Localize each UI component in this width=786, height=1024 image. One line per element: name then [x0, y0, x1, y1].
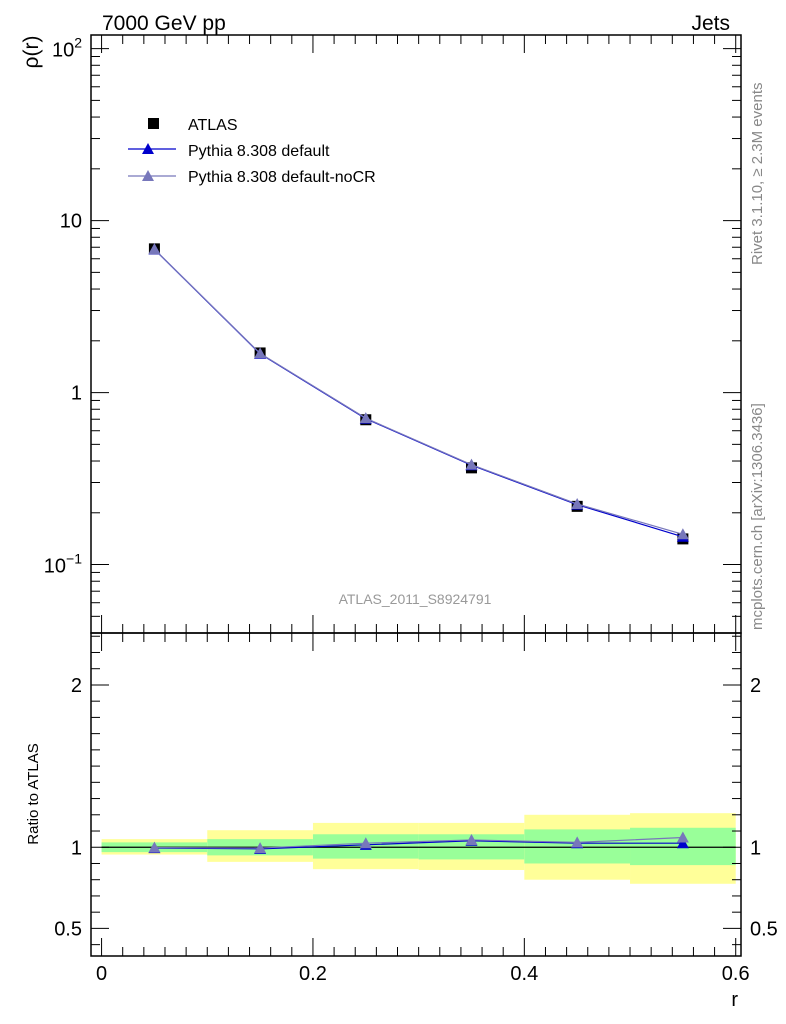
legend-label-atlas: ATLAS	[188, 117, 238, 134]
ratio-series-marker	[571, 836, 584, 848]
main-y-tick-label: 1	[71, 383, 82, 405]
analysis-label: ATLAS_2011_S8924791	[339, 591, 492, 607]
ratio-axis-ticks	[91, 633, 741, 956]
main-series-marker	[571, 497, 584, 509]
x-tick-label: 0.4	[510, 963, 538, 985]
ratio-y-tick-label-right: 2	[750, 675, 761, 697]
main-series-line	[153, 248, 684, 538]
legend-marker-pythia-nocr	[142, 170, 154, 181]
ratio-series-marker	[148, 841, 161, 853]
main-panel: 102 10 1 10−1 ρ(r) ATLAS_2011_S8924791 ATLA…	[20, 34, 742, 634]
legend-marker-pythia-default	[142, 143, 154, 154]
ratio-series-line	[154, 836, 683, 849]
ratio-panel: 0.5 0.5 1 1 2 2 0 0.2 0.4 0.6 Ratio to ATLAS r	[25, 632, 778, 1011]
ratio-y-tick-label: 0.5	[54, 918, 82, 940]
ratio-series-marker	[676, 831, 689, 843]
main-series	[148, 243, 689, 545]
main-series-marker	[676, 528, 689, 540]
ratio-series	[148, 831, 689, 854]
main-series-marker	[148, 243, 161, 255]
mcplots-label: mcplots.cern.ch [arXiv:1306.3436]	[749, 403, 766, 630]
main-y-tick-labels: 102 10 1 10−1	[44, 35, 82, 578]
ratio-frame	[90, 632, 742, 957]
ratio-series-marker	[465, 833, 478, 845]
x-axis-label: r	[731, 989, 738, 1011]
x-tick-label: 0	[96, 963, 107, 985]
legend-label-pythia-default: Pythia 8.308 default	[188, 143, 330, 160]
ratio-y-tick-label: 2	[71, 675, 82, 697]
main-axis-ticks	[91, 35, 741, 634]
legend-label-pythia-nocr: Pythia 8.308 default-noCR	[188, 169, 376, 186]
main-series-line	[153, 248, 684, 535]
ratio-y-tick-label: 1	[71, 837, 82, 859]
ratio-series-marker	[676, 837, 689, 849]
main-series-marker	[254, 347, 267, 359]
ratio-series-line	[154, 840, 683, 850]
rivet-label: Rivet 3.1.10, ≥ 2.3M events	[749, 83, 766, 266]
legend-marker-atlas	[148, 118, 159, 129]
legend: ATLAS Pythia 8.308 default Pythia 8.308 …	[128, 117, 376, 186]
main-series-marker	[465, 458, 478, 470]
ratio-y-tick-label-right: 1	[750, 837, 761, 859]
ratio-y-tick-label-right: 0.5	[750, 918, 778, 940]
header-left-label: 7000 GeV pp	[102, 12, 226, 35]
ratio-y-tick-labels: 0.5 0.5 1 1 2 2	[54, 675, 778, 940]
ratio-series-marker	[359, 837, 372, 849]
x-tick-label: 0.2	[299, 963, 327, 985]
ratio-y-axis-label: Ratio to ATLAS	[25, 743, 42, 844]
x-tick-label: 0.6	[722, 963, 750, 985]
main-y-tick-label: 10	[60, 211, 82, 233]
main-series-marker	[359, 412, 372, 424]
main-y-tick-label: 10−1	[44, 551, 82, 578]
header-right-label: Jets	[691, 12, 730, 35]
main-y-axis-label: ρ(r)	[20, 36, 43, 69]
ratio-series-marker	[254, 842, 267, 854]
x-tick-labels: 0 0.2 0.4 0.6	[96, 963, 750, 985]
main-y-tick-label: 102	[52, 35, 82, 62]
